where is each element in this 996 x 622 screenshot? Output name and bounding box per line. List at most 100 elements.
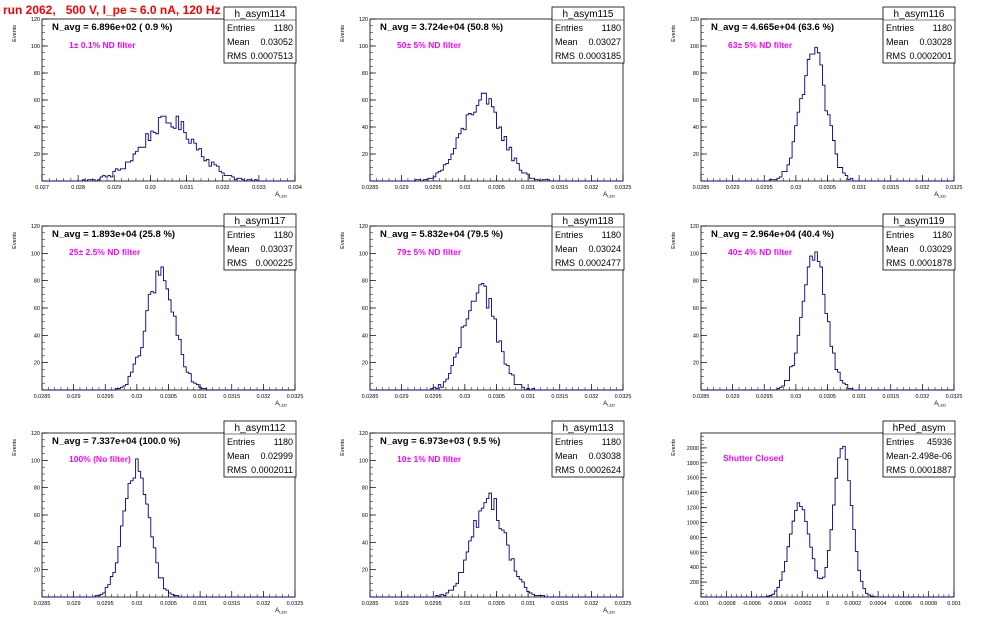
y-tick-label: 100 xyxy=(31,44,40,50)
x-tick-label: 0.029 xyxy=(395,185,409,191)
x-tick-label: 0.0305 xyxy=(160,394,177,400)
x-tick-label: 0.03 xyxy=(791,185,802,191)
x-tick-label: 0.031 xyxy=(193,394,207,400)
x-tick-label: 0.032 xyxy=(584,185,598,191)
y-tick-label: 40 xyxy=(693,125,699,131)
y-tick-label: 1400 xyxy=(687,491,699,497)
stats-box xyxy=(882,420,956,478)
stats-label: Mean xyxy=(227,451,250,461)
y-tick-label: 40 xyxy=(362,540,368,546)
stats-value: 0.0003185 xyxy=(578,51,621,61)
x-tick-label: 0.0325 xyxy=(615,185,632,191)
y-tick-label: 100 xyxy=(31,251,40,257)
stats-label: RMS xyxy=(227,258,247,268)
y-tick-label: 80 xyxy=(34,486,40,492)
x-tick-label: 0.0305 xyxy=(160,601,177,607)
x-tick-label: 0.03 xyxy=(460,185,471,191)
stats-label: RMS xyxy=(886,465,906,475)
stats-label: Mean xyxy=(886,37,909,47)
filter-label: 1± 0.1% ND filter xyxy=(69,40,136,50)
filter-label: 40± 4% ND filter xyxy=(728,247,793,257)
x-tick-label: 0.0295 xyxy=(756,394,773,400)
x-axis-title: ALED xyxy=(934,192,946,199)
stats-value: 0.0001887 xyxy=(909,465,952,475)
y-axis-title: Events xyxy=(340,439,346,456)
stats-label: Mean xyxy=(555,244,578,254)
x-tick-label: 0.032 xyxy=(915,394,929,400)
filter-label: 63± 5% ND filter xyxy=(728,40,793,50)
x-tick-label: 0.027 xyxy=(35,185,49,191)
stats-value: 1180 xyxy=(602,23,621,33)
stats-value: 1180 xyxy=(274,23,293,33)
stats-title: h_asym115 xyxy=(563,9,614,20)
stats-title: h_asym119 xyxy=(894,216,945,227)
y-tick-label: 80 xyxy=(362,71,368,77)
x-tick-label: 0.032 xyxy=(256,601,270,607)
x-tick-label: 0.03 xyxy=(132,394,143,400)
stats-value: 0.0002624 xyxy=(578,465,621,475)
x-tick-label: 0.03 xyxy=(460,601,471,607)
y-tick-label: 1000 xyxy=(687,520,699,526)
x-tick-label: 0 xyxy=(826,601,829,607)
y-tick-label: 60 xyxy=(362,306,368,312)
x-tick-label: 0.032 xyxy=(915,185,929,191)
x-tick-label: 0.031 xyxy=(852,394,866,400)
x-tick-label: 0.029 xyxy=(67,394,81,400)
y-tick-label: 60 xyxy=(693,306,699,312)
histogram-panel: 20 40 60 80 100 120 0.0285 0.029 0.0295 0.03 0.030… xyxy=(671,213,962,408)
x-tick-label: 0.0305 xyxy=(819,394,836,400)
histogram-panel: 20 40 60 80 100 120 0.0285 0.029 0.0295 0.03 0.030… xyxy=(12,213,303,408)
y-tick-label: 20 xyxy=(362,568,368,574)
stats-value: 0.03038 xyxy=(588,451,621,461)
y-tick-label: 80 xyxy=(34,279,40,285)
x-tick-label: 0.031 xyxy=(852,185,866,191)
stats-value: -2.498e-06 xyxy=(908,451,952,461)
x-tick-label: 0.0285 xyxy=(693,185,710,191)
stats-label: RMS xyxy=(886,51,906,61)
y-tick-label: 40 xyxy=(34,125,40,131)
y-tick-label: 60 xyxy=(34,306,40,312)
x-tick-label: 0.029 xyxy=(107,185,121,191)
stats-value: 45936 xyxy=(927,437,952,447)
filter-label: 79± 5% ND filter xyxy=(397,247,462,257)
stats-label: RMS xyxy=(555,51,575,61)
x-axis-title: ALED xyxy=(275,192,287,199)
filter-label: 25± 2.5% ND filter xyxy=(69,247,141,257)
x-tick-label: 0.029 xyxy=(726,394,740,400)
y-tick-label: 60 xyxy=(34,98,40,104)
stats-label: Entries xyxy=(886,23,915,33)
y-tick-label: 80 xyxy=(362,279,368,285)
y-tick-label: 120 xyxy=(690,224,699,230)
stats-value: 0.0002477 xyxy=(578,258,621,268)
y-tick-label: 40 xyxy=(693,333,699,339)
stats-value: 0.03027 xyxy=(588,37,621,47)
y-tick-label: 100 xyxy=(690,251,699,257)
x-tick-label: 0.03 xyxy=(791,394,802,400)
x-tick-label: 0.0285 xyxy=(34,601,51,607)
stats-value: 1180 xyxy=(602,437,621,447)
stats-value: 1180 xyxy=(933,230,952,240)
histogram-series xyxy=(701,251,954,391)
x-tick-label: 0.029 xyxy=(395,394,409,400)
x-tick-label: 0.03 xyxy=(145,185,156,191)
stats-box xyxy=(882,6,956,64)
x-tick-label: 0.0295 xyxy=(425,601,442,607)
histogram-panel: 20 40 60 80 100 120 0.0285 0.029 0.0295 0.03 0.030… xyxy=(340,420,631,615)
stats-label: Entries xyxy=(555,23,584,33)
x-tick-label: 0.0285 xyxy=(693,394,710,400)
stats-value: 0.0002011 xyxy=(251,465,293,475)
stats-value: 0.02999 xyxy=(260,451,293,461)
stats-label: Entries xyxy=(886,437,915,447)
stats-value: 0.0001878 xyxy=(909,258,952,268)
y-tick-label: 1200 xyxy=(687,506,699,512)
x-tick-label: 0.0295 xyxy=(425,185,442,191)
stats-label: RMS xyxy=(227,465,247,475)
y-tick-label: 2000 xyxy=(687,446,699,452)
y-tick-label: 800 xyxy=(690,535,699,541)
y-tick-label: 40 xyxy=(34,540,40,546)
x-tick-label: -0.0002 xyxy=(793,601,812,607)
y-axis-title: Events xyxy=(340,232,346,249)
x-tick-label: 0.0315 xyxy=(882,394,899,400)
histogram-series xyxy=(370,492,623,598)
